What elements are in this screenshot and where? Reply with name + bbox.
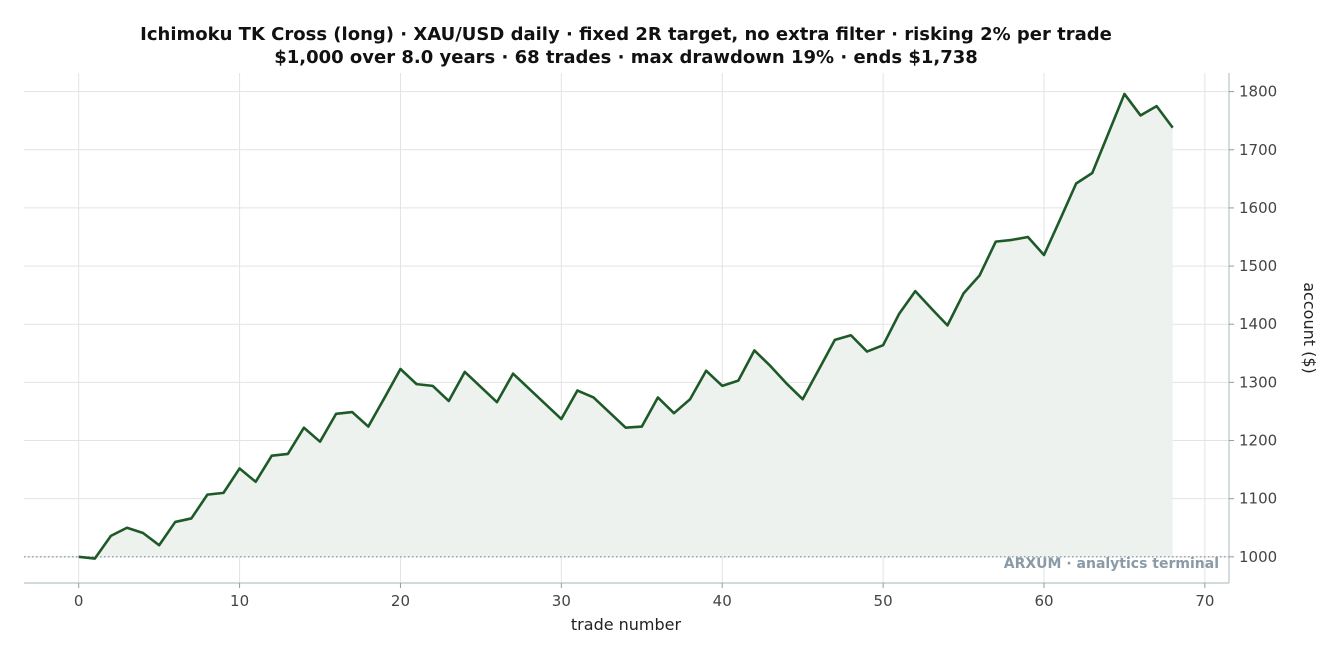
x-axis-label: trade number	[571, 615, 682, 634]
y-axis-label: account ($)	[1300, 282, 1319, 374]
x-tick-label-20: 20	[391, 592, 410, 610]
y-tick-label-1000: 1000	[1239, 548, 1277, 566]
axes	[24, 73, 1230, 584]
x-tick-label-0: 0	[74, 592, 84, 610]
y-tick-label-1500: 1500	[1239, 257, 1277, 275]
y-axis-ticks: 1000 1100 1200 1300 1400 1500 1600 1700 1800	[1229, 83, 1277, 566]
x-tick-label-30: 30	[552, 592, 571, 610]
x-tick-label-60: 60	[1034, 592, 1053, 610]
x-tick-label-40: 40	[713, 592, 732, 610]
watermark: ARXUM · analytics terminal	[1004, 556, 1219, 572]
y-tick-label-1400: 1400	[1239, 315, 1277, 333]
chart-subtitle: $1,000 over 8.0 years · 68 trades · max …	[274, 47, 978, 68]
chart-title: Ichimoku TK Cross (long) · XAU/USD daily…	[140, 24, 1112, 45]
y-tick-label-1600: 1600	[1239, 199, 1277, 217]
x-tick-label-70: 70	[1195, 592, 1214, 610]
y-tick-label-1300: 1300	[1239, 373, 1277, 391]
y-tick-label-1200: 1200	[1239, 432, 1277, 450]
x-tick-label-50: 50	[874, 592, 893, 610]
y-tick-label-1100: 1100	[1239, 490, 1277, 508]
equity-line	[78, 92, 1174, 560]
x-tick-label-10: 10	[230, 592, 249, 610]
y-tick-label-1800: 1800	[1239, 83, 1277, 101]
y-tick-label-1700: 1700	[1239, 141, 1277, 159]
x-axis-ticks: 0 10 20 30 40 50 60 70	[74, 583, 1214, 610]
equity-area-fill	[78, 93, 1173, 559]
